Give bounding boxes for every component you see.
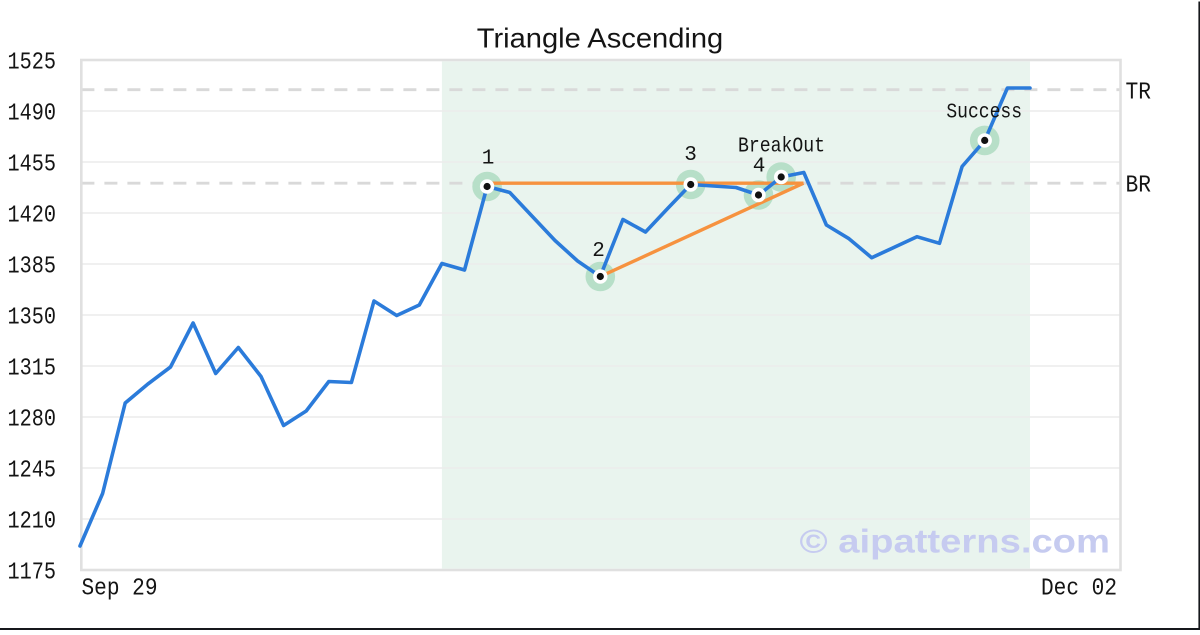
svg-text:TR: TR (1126, 79, 1152, 106)
svg-text:BreakOut: BreakOut (738, 136, 825, 159)
svg-text:1490: 1490 (8, 100, 57, 127)
svg-text:1455: 1455 (8, 151, 57, 178)
svg-text:1210: 1210 (8, 508, 57, 535)
svg-text:1280: 1280 (8, 406, 57, 433)
svg-text:1: 1 (482, 148, 495, 171)
svg-text:1420: 1420 (8, 202, 57, 229)
svg-text:© aipatterns.com: © aipatterns.com (800, 522, 1111, 559)
svg-text:2: 2 (592, 240, 605, 263)
svg-text:4: 4 (753, 155, 766, 178)
svg-text:1525: 1525 (8, 49, 57, 76)
svg-text:Triangle Ascending: Triangle Ascending (477, 23, 724, 54)
svg-text:1245: 1245 (8, 457, 57, 484)
svg-text:BR: BR (1126, 173, 1152, 200)
svg-text:1385: 1385 (8, 253, 57, 280)
svg-text:Success: Success (946, 101, 1022, 124)
svg-text:Sep 29: Sep 29 (82, 576, 158, 603)
svg-text:Dec 02: Dec 02 (1041, 576, 1117, 603)
svg-text:1315: 1315 (8, 355, 57, 382)
svg-text:3: 3 (684, 144, 697, 167)
svg-text:1350: 1350 (8, 304, 57, 331)
svg-text:1175: 1175 (8, 559, 57, 586)
